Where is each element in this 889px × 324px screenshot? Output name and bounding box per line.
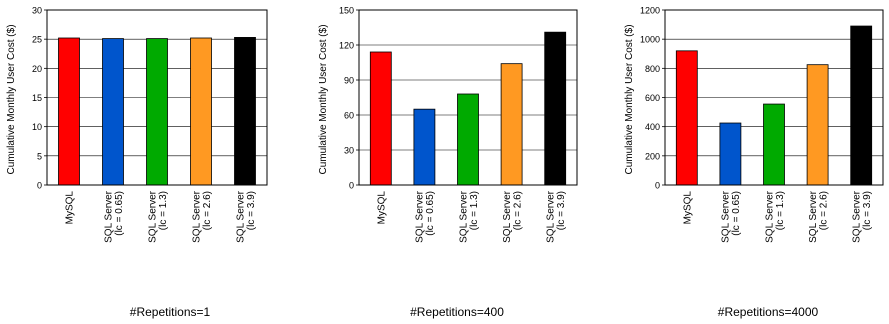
y-tick-label: 30 [32, 6, 42, 16]
y-tick-label: 120 [339, 41, 354, 51]
x-tick-label: SQL Server (lc = 3.9) [851, 190, 873, 243]
y-tick-label: 5 [37, 151, 42, 161]
x-tick-label: MySQL [682, 191, 693, 225]
x-tick-label: SQL Server (lc = 0.65) [415, 190, 437, 243]
x-tick-label: SQL Server (lc = 0.65) [103, 190, 125, 243]
x-tick-label: MySQL [65, 191, 76, 225]
y-tick-label: 400 [645, 122, 660, 132]
x-tick-label-line: (lc = 3.9) [556, 191, 567, 230]
x-tick-label: SQL Server (lc = 1.3) [458, 190, 480, 243]
y-tick-label: 800 [645, 64, 660, 74]
y-tick-label: 20 [32, 64, 42, 74]
x-tick-label-line: SQL Server [851, 190, 862, 243]
y-axis-label: Cumulative Monthly User Cost ($) [624, 24, 635, 174]
x-tick-label-line: MySQL [65, 191, 76, 225]
y-tick-label: 0 [655, 181, 660, 191]
bar [806, 64, 829, 186]
bar [719, 122, 742, 186]
bar [102, 38, 124, 186]
x-tick-label-line: (lc = 2.6) [818, 191, 829, 230]
x-tick-label: SQL Server (lc = 3.9) [235, 190, 257, 243]
bar [413, 108, 436, 186]
x-tick-label: SQL Server (lc = 3.9) [545, 190, 567, 243]
chart-caption: #Repetitions=4000 [718, 305, 819, 319]
y-tick-label: 60 [344, 111, 354, 121]
chart-caption: #Repetitions=400 [410, 305, 504, 319]
y-tick-label: 10 [32, 122, 42, 132]
x-tick-label-line: (lc = 1.3) [775, 191, 786, 230]
x-tick-label-line: SQL Server [103, 190, 114, 243]
x-tick-label-line: MySQL [376, 191, 387, 225]
y-tick-label: 150 [339, 6, 354, 16]
x-tick-label-line: SQL Server [147, 190, 158, 243]
x-tick-label: SQL Server (lc = 1.3) [147, 190, 169, 243]
x-tick-label-line: (lc = 3.9) [246, 191, 257, 230]
x-tick-label-line: SQL Server [191, 190, 202, 243]
y-tick-label: 30 [344, 146, 354, 156]
x-tick-label-line: (lc = 1.3) [158, 191, 169, 230]
x-tick-label-line: SQL Server [415, 190, 426, 243]
x-tick-label-line: SQL Server [458, 190, 469, 243]
x-tick-label: SQL Server (lc = 1.3) [764, 190, 786, 243]
x-tick-label: SQL Server (lc = 2.6) [808, 190, 830, 243]
x-tick-label: MySQL [376, 191, 387, 225]
bar [457, 93, 479, 186]
y-tick-label: 1200 [640, 6, 660, 16]
x-tick-label-line: SQL Server [808, 190, 819, 243]
bar [675, 50, 698, 186]
x-tick-label: SQL Server (lc = 2.6) [191, 190, 213, 243]
x-tick-label-line: SQL Server [721, 190, 732, 243]
x-tick-label-line: (lc = 0.65) [425, 191, 436, 236]
y-tick-label: 600 [645, 93, 660, 103]
bar [58, 37, 80, 186]
bar [190, 37, 212, 186]
y-tick-label: 200 [645, 151, 660, 161]
x-tick-label-line: SQL Server [764, 190, 775, 243]
bar [763, 103, 785, 186]
y-tick-label: 90 [344, 76, 354, 86]
y-axis-label: Cumulative Monthly User Cost ($) [318, 24, 329, 174]
plot-frame [358, 9, 578, 186]
bar [234, 37, 256, 186]
x-tick-label-line: (lc = 2.6) [512, 191, 523, 230]
x-tick-label-line: SQL Server [502, 190, 513, 243]
x-tick-label: SQL Server (lc = 2.6) [502, 190, 523, 243]
bar [500, 63, 523, 186]
x-tick-label-line: (lc = 2.6) [202, 191, 213, 230]
y-tick-label: 25 [32, 35, 42, 45]
y-tick-label: 1000 [640, 35, 660, 45]
x-tick-label-line: SQL Server [545, 190, 556, 243]
plot-frame [664, 9, 884, 186]
bar [146, 38, 168, 186]
bar [850, 25, 873, 186]
x-tick-label-line: MySQL [682, 191, 693, 225]
x-tick-label-line: (lc = 0.65) [731, 191, 742, 236]
chart-caption: #Repetitions=1 [130, 305, 211, 319]
bar [369, 51, 392, 186]
x-tick-label: SQL Server (lc = 0.65) [721, 190, 743, 243]
y-tick-label: 15 [32, 93, 42, 103]
x-tick-label-line: (lc = 0.65) [114, 191, 125, 236]
y-axis-label: Cumulative Monthly User Cost ($) [6, 24, 17, 174]
y-tick-label: 0 [37, 181, 42, 191]
x-tick-label-line: (lc = 1.3) [469, 191, 480, 230]
x-tick-label-line: SQL Server [235, 190, 246, 243]
plot-frame [46, 9, 268, 186]
bar [544, 31, 567, 186]
y-tick-label: 0 [349, 181, 354, 191]
x-tick-label-line: (lc = 3.9) [862, 191, 873, 230]
